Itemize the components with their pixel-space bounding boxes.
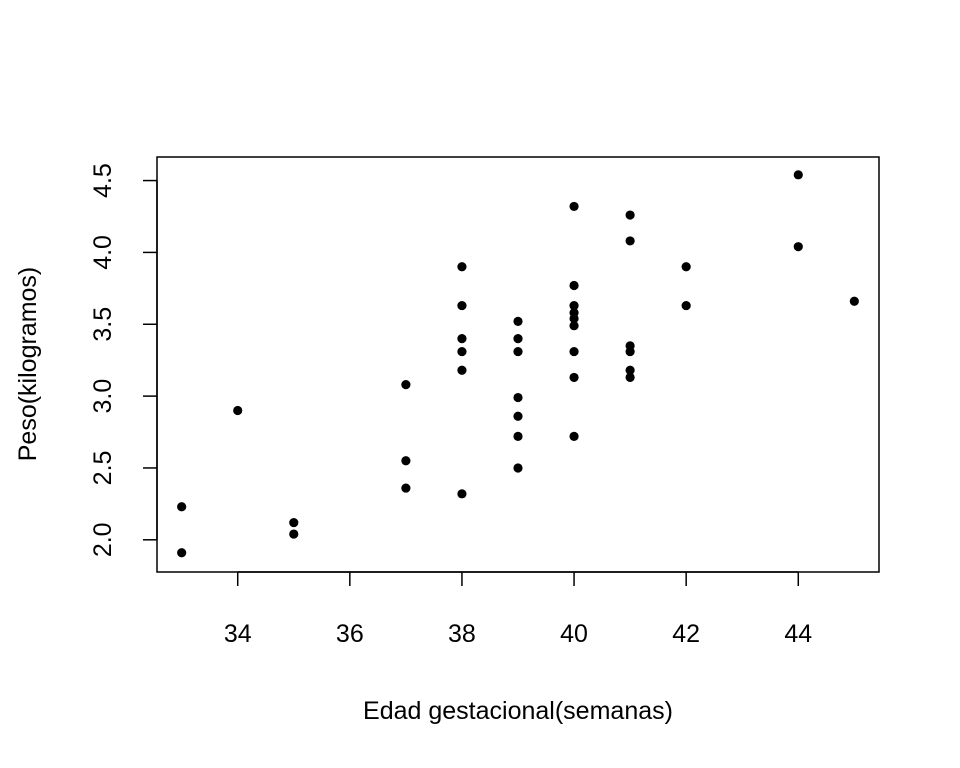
x-axis-title: Edad gestacional(semanas) <box>363 697 673 725</box>
data-point <box>177 502 187 512</box>
data-point <box>793 170 803 180</box>
y-tick-label: 3.5 <box>89 307 117 342</box>
data-point <box>513 431 523 441</box>
data-points <box>177 170 859 558</box>
data-point <box>625 365 635 375</box>
y-axis: 2.0 2.5 3.0 3.5 4.0 4.5 <box>89 163 158 557</box>
data-point <box>513 334 523 344</box>
data-point <box>681 300 691 311</box>
data-point <box>569 300 579 311</box>
data-point <box>569 372 579 383</box>
y-tick-label: 3.0 <box>89 379 117 414</box>
x-tick-label: 42 <box>672 620 700 648</box>
data-point <box>401 483 411 493</box>
data-point <box>625 372 635 383</box>
x-tick-label: 40 <box>560 620 588 648</box>
data-point <box>289 529 299 539</box>
data-point <box>289 517 299 528</box>
data-point <box>457 300 467 311</box>
x-tick-label: 44 <box>784 620 812 648</box>
data-point <box>513 463 523 473</box>
data-point <box>569 280 579 291</box>
data-point <box>401 456 411 466</box>
y-tick-label: 2.0 <box>89 522 117 557</box>
y-tick-label: 4.0 <box>89 235 117 270</box>
y-tick-label: 2.5 <box>89 451 117 486</box>
data-point <box>569 201 579 212</box>
data-point <box>569 431 579 441</box>
data-point <box>233 405 243 416</box>
data-point <box>681 262 691 272</box>
data-point <box>457 489 467 499</box>
data-point <box>457 334 467 344</box>
data-point <box>569 321 579 331</box>
y-tick-label: 4.5 <box>89 163 117 198</box>
data-point <box>513 346 523 357</box>
y-axis-title: Peso(kilogramos) <box>14 267 42 462</box>
data-point <box>457 346 467 357</box>
data-point <box>849 296 859 306</box>
data-point <box>569 313 579 324</box>
data-point <box>625 236 635 246</box>
data-point <box>513 392 523 403</box>
x-axis: 34 36 38 40 42 44 <box>224 571 812 648</box>
x-tick-label: 34 <box>224 620 252 648</box>
data-point <box>625 346 635 357</box>
data-point <box>457 262 467 272</box>
x-tick-label: 36 <box>336 620 364 648</box>
data-point <box>401 380 411 390</box>
plot-frame <box>156 156 880 573</box>
x-tick-label: 38 <box>448 620 476 648</box>
data-point <box>513 411 523 421</box>
data-point <box>625 210 635 220</box>
data-point <box>793 242 803 252</box>
data-point <box>513 316 523 326</box>
data-point <box>177 548 187 558</box>
data-point <box>569 346 579 357</box>
data-point <box>457 365 467 375</box>
